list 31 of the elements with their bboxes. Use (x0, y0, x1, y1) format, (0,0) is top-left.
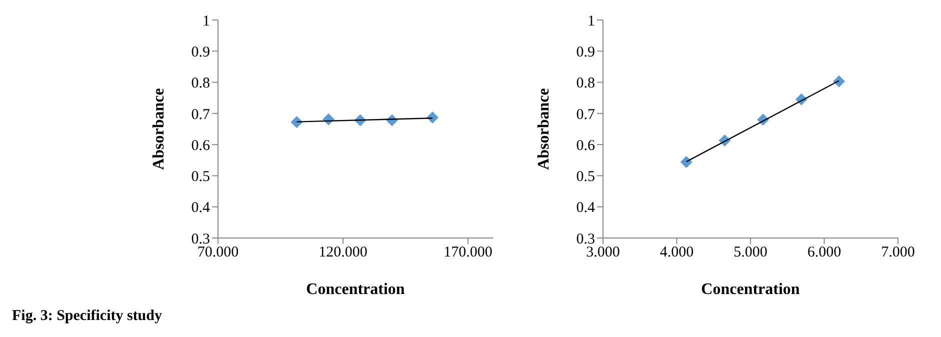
y-tick-label: 0.8 (191, 76, 210, 92)
x-tick-label: 170.000 (444, 244, 492, 261)
y-tick-label: 0.4 (576, 200, 596, 216)
y-axis-title: Absorbance (536, 88, 553, 170)
y-tick-label: 0.5 (576, 169, 595, 186)
y-tick-label: 0.5 (191, 169, 210, 186)
x-axis-title: Concentration (701, 281, 800, 298)
point (833, 75, 845, 88)
y-tick-label: 0.6 (191, 138, 210, 154)
x-tick-label: 70.000 (197, 244, 239, 261)
y-tick-label: 0.3 (576, 231, 595, 248)
y-tick-label: 0.7 (576, 106, 596, 123)
x-axis-title: Concentration (306, 281, 405, 298)
y-tick-label: 0.3 (191, 231, 210, 248)
x-tick-label: 120.000 (318, 244, 368, 261)
y-tick-label: 0.7 (191, 106, 210, 123)
x-tick-label: 7.000 (881, 244, 915, 261)
x-tick-label: 4.000 (660, 244, 694, 261)
y-axis-title: Absorbance (150, 88, 168, 170)
y-tick-label: 0.4 (191, 200, 210, 216)
y-tick-label: 0.6 (576, 138, 596, 154)
y-tick-label: 0.9 (576, 44, 595, 60)
y-tick-label: 1 (202, 13, 210, 30)
x-tick-label: 6.000 (807, 244, 842, 261)
point (680, 156, 692, 168)
caption: Fig. 3: Specificity study (11, 308, 163, 325)
y-tick-label: 0.8 (576, 76, 595, 92)
x-tick-label: 5.000 (734, 244, 768, 261)
y-tick-label: 1 (588, 13, 595, 30)
y-tick-label: 0.9 (191, 44, 210, 60)
x-tick-label: 3.000 (586, 244, 620, 261)
